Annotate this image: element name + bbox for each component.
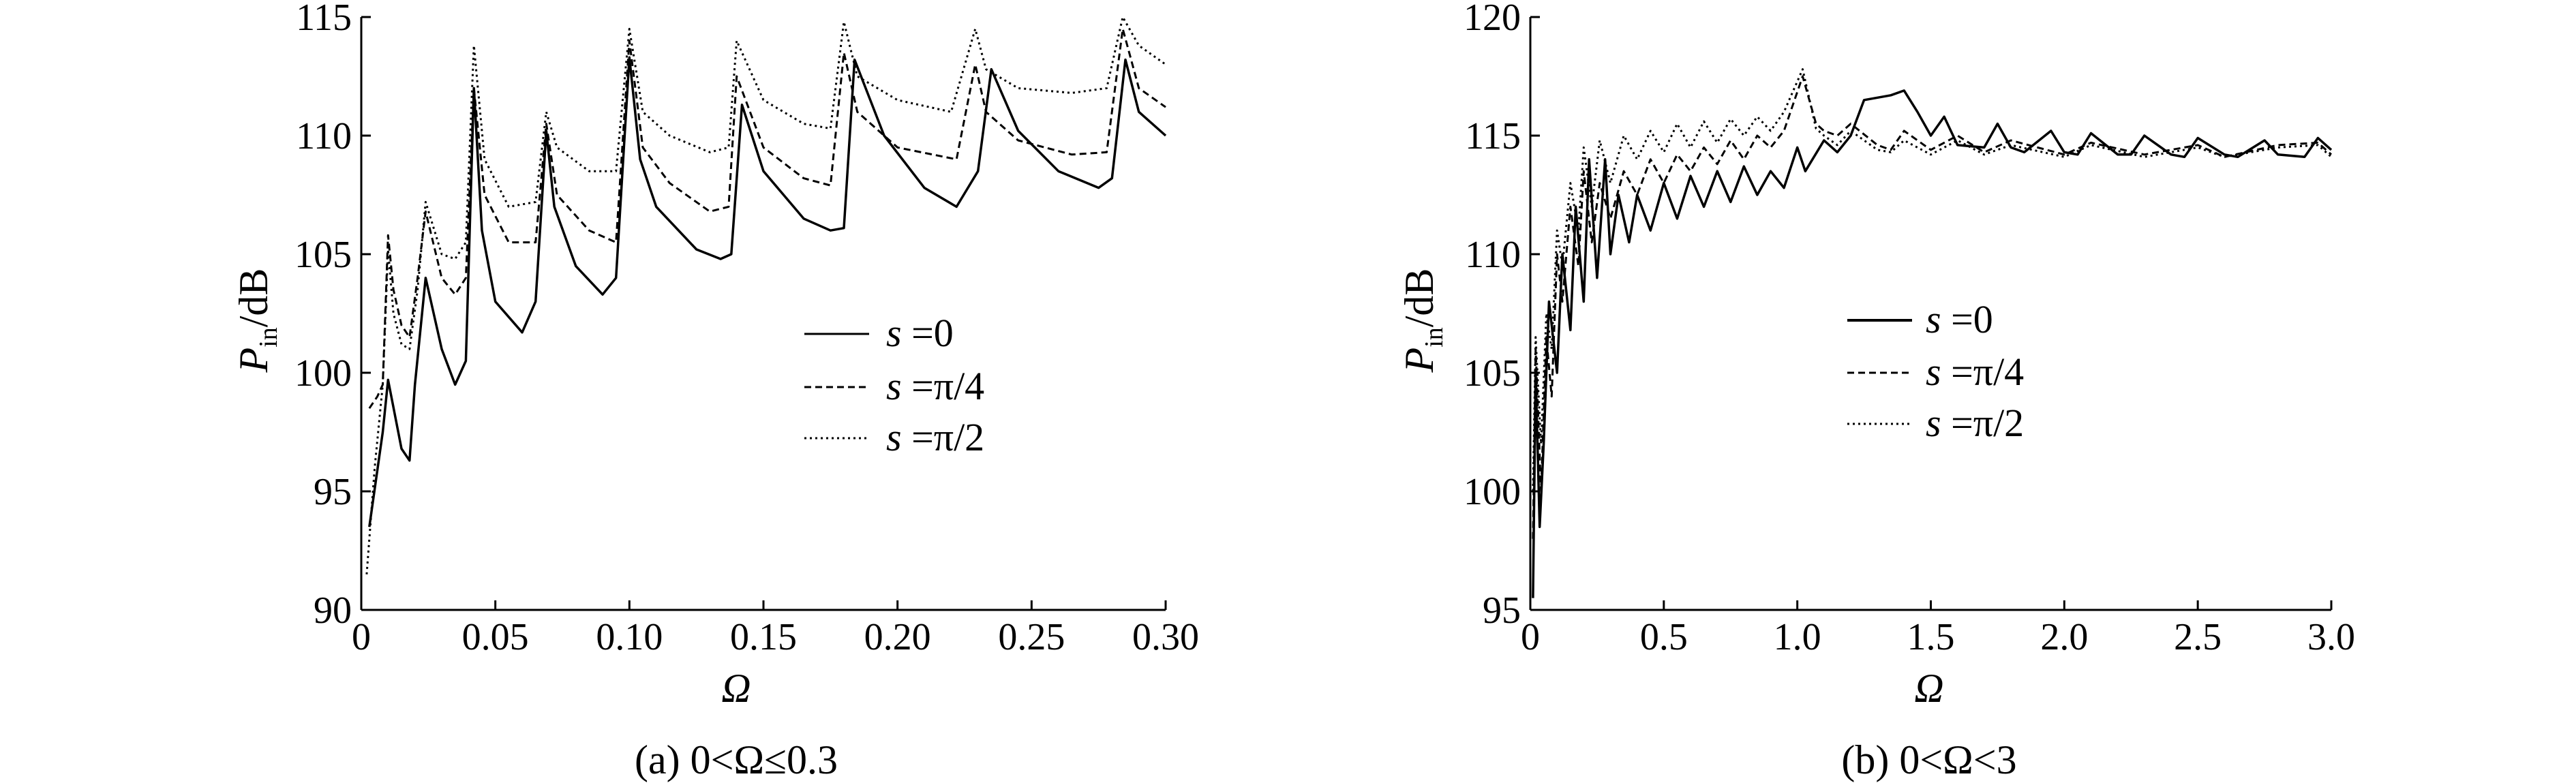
panel-a-x-ticks: 0 0.05 0.10 0.15 0.20 0.25 0.30 <box>352 600 1199 658</box>
panel-b-legend-label-dashed: s =π/4 <box>1926 350 2024 394</box>
panel-b-legend-var-solid: s <box>1926 297 1941 341</box>
panel-a-y-tick-label: 90 <box>314 589 352 632</box>
panel-a-x-tick-label: 0.25 <box>998 616 1065 658</box>
panel-b-caption: (b) 0<Ω<3 <box>1841 737 2016 782</box>
panel-b-x-tick-label: 0.5 <box>1640 616 1688 658</box>
panel-b-y-axis-label-sub: in <box>1420 327 1449 348</box>
panel-a-legend-var-dotted: s <box>886 415 902 459</box>
panel-b-y-tick-label: 105 <box>1464 352 1521 395</box>
panel-b-x-axis-label: Ω <box>1914 666 1943 711</box>
panel-a-y-tick-label: 115 <box>296 0 352 39</box>
panel-a-x-tick-label: 0.15 <box>730 616 797 658</box>
panel-a-x-axis-label: Ω <box>721 666 751 711</box>
panel-b-x-tick-label: 2.5 <box>2174 616 2222 658</box>
panel-a-x-tick-label: 0.30 <box>1132 616 1199 658</box>
panel-a-y-ticks: 90 95 100 105 110 115 <box>294 0 371 632</box>
panel-b-legend-value-dashed: =π/4 <box>1941 350 2025 394</box>
panel-a-legend-value-dashed: =π/4 <box>902 364 985 408</box>
panel-b-y-axis-label-unit: /dB <box>1397 268 1442 328</box>
panel-b-legend-label-dotted: s =π/2 <box>1926 401 2024 445</box>
panel-a-y-tick-label: 105 <box>294 234 352 276</box>
panel-a-x-tick-label: 0.20 <box>864 616 931 658</box>
panel-b-legend-value-dotted: =π/2 <box>1941 401 2025 445</box>
panel-b-series-solid-line <box>1532 89 2333 598</box>
panel-b-x-tick-label: 3.0 <box>2307 616 2355 658</box>
panel-b-series-dashed-line <box>1532 75 2332 539</box>
panel-b-y-axis-label: Pin/dB <box>1397 268 1449 373</box>
panel-b-y-ticks: 95 100 105 110 115 120 <box>1464 0 1540 632</box>
panel-a-caption: (a) 0<Ω≤0.3 <box>635 737 838 782</box>
panel-b-y-axis-label-main: P <box>1397 348 1442 373</box>
panel-a-legend-value-dotted: =π/2 <box>902 415 985 459</box>
panel-b-legend: s =0 s =π/4 s =π/2 <box>1847 297 2024 445</box>
panel-b-y-tick-label: 110 <box>1465 234 1521 276</box>
panel-b-x-tick-label: 0 <box>1521 616 1540 658</box>
panel-a-y-tick-label: 100 <box>294 352 352 395</box>
panel-b-x-tick-label: 1.5 <box>1907 616 1955 658</box>
panel-b-legend-label-solid: s =0 <box>1926 297 1993 341</box>
panel-a-legend-value-solid: =0 <box>902 311 954 355</box>
panel-b-legend-var-dashed: s <box>1926 350 1941 394</box>
panel-a-series-dashed-line <box>368 27 1166 410</box>
panel-b-y-tick-label: 120 <box>1464 0 1521 39</box>
panel-a-legend-label-dotted: s =π/2 <box>886 415 984 459</box>
panel-b-y-tick-label: 115 <box>1465 115 1521 157</box>
panel-a-y-axis-label-unit: /dB <box>231 268 276 328</box>
panel-a-legend-var-solid: s <box>886 311 902 355</box>
panel-a-series-solid-line <box>368 56 1167 527</box>
panel-b-y-tick-label: 95 <box>1483 589 1521 632</box>
panel-a-legend: s =0 s =π/4 s =π/2 <box>804 311 984 459</box>
panel-a-x-tick-label: 0 <box>352 616 371 658</box>
panel-a-y-tick-label: 110 <box>296 115 352 157</box>
panel-a-y-tick-label: 95 <box>314 471 352 513</box>
panel-b-legend-var-dotted: s <box>1926 401 1941 445</box>
panel-b-legend-value-solid: =0 <box>1941 297 1993 341</box>
panel-a: 0 0.05 0.10 0.15 0.20 0.25 0.30 90 95 100 105 110 1… <box>231 0 1199 782</box>
panel-a-y-axis-label-main: P <box>231 348 276 373</box>
panel-a-legend-var-dashed: s <box>886 364 902 408</box>
panel-a-x-tick-label: 0.05 <box>462 616 529 658</box>
panel-b-x-tick-label: 1.0 <box>1774 616 1821 658</box>
panel-b-x-tick-label: 2.0 <box>2040 616 2088 658</box>
panel-a-y-axis-label-sub: in <box>254 327 283 348</box>
panel-a-y-axis-label: Pin/dB <box>231 268 283 373</box>
panel-a-curves <box>365 16 1167 574</box>
panel-a-legend-label-solid: s =0 <box>886 311 954 355</box>
panel-a-x-tick-label: 0.10 <box>596 616 663 658</box>
panel-b-x-ticks: 0 0.5 1.0 1.5 2.0 2.5 3.0 <box>1521 600 2355 658</box>
panel-b-y-tick-label: 100 <box>1464 471 1521 513</box>
panel-b-curves <box>1532 68 2333 598</box>
panel-a-series-dotted-line <box>365 16 1166 574</box>
panel-a-legend-label-dashed: s =π/4 <box>886 364 984 408</box>
panel-a-axes <box>360 17 1166 611</box>
